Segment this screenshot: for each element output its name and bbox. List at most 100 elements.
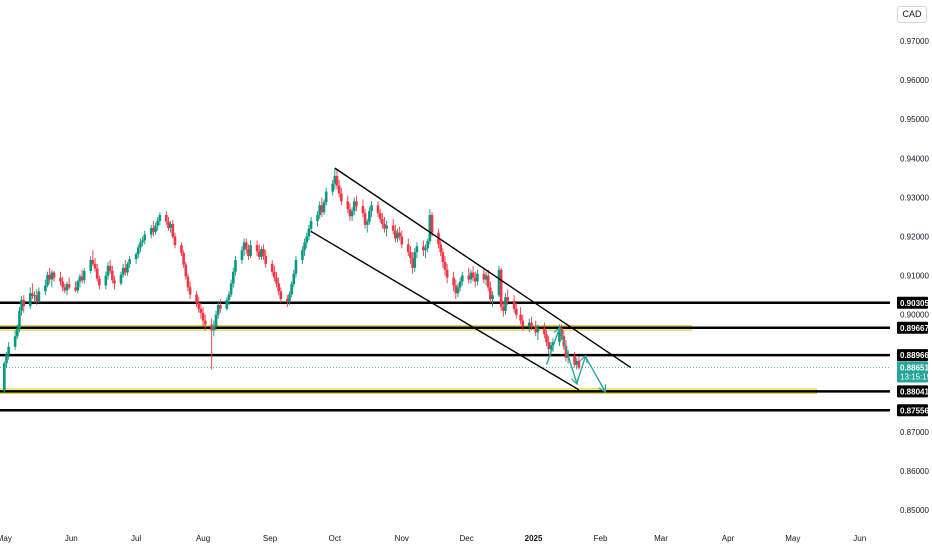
candle-body (152, 227, 155, 232)
candle-body (234, 260, 237, 272)
channel-upper-line (334, 167, 632, 369)
candle-body (180, 245, 183, 253)
candle-body (249, 245, 252, 257)
candle-body (67, 284, 71, 288)
candle-body (95, 268, 99, 279)
candle-body (257, 251, 261, 257)
candle-body (260, 249, 263, 257)
y-tick-label: 0.86000 (900, 467, 929, 476)
candle-body (575, 360, 579, 365)
candle-body (534, 327, 538, 333)
candle-body (484, 275, 488, 280)
currency-badge[interactable]: CAD (897, 6, 927, 23)
candle-body (331, 183, 334, 192)
x-tick-label: Mar (654, 534, 668, 543)
candle-body (167, 221, 170, 228)
candle-body (489, 287, 492, 300)
candle-body (476, 273, 479, 282)
candle-body (426, 241, 430, 249)
y-tick-label: 0.95000 (900, 115, 929, 124)
candle-body (158, 215, 162, 221)
candle-body (394, 230, 397, 239)
candle-body (270, 263, 274, 272)
candle-body (430, 215, 434, 233)
candle-body (195, 294, 198, 304)
candle-body (262, 249, 265, 257)
price-level-tag: 0.87556 (900, 406, 929, 415)
candle-body (111, 270, 114, 281)
candle-body (229, 283, 233, 295)
candle-body (93, 263, 97, 269)
candle-body (48, 274, 51, 280)
candle-body (199, 308, 203, 313)
candle-body (275, 277, 278, 284)
candle-body (128, 259, 131, 264)
candle-body (78, 276, 82, 282)
candle-body (169, 224, 172, 228)
candle-body (573, 355, 576, 365)
candle-body (113, 280, 116, 284)
candle-body (530, 322, 533, 328)
candle-body (422, 246, 425, 251)
candle-body (5, 354, 8, 364)
candle-body (244, 242, 248, 250)
candle-body (255, 245, 259, 252)
candle-body (286, 299, 289, 302)
candle-body (232, 271, 235, 284)
projection-arrow (545, 328, 560, 365)
candle-body (149, 227, 153, 235)
candle-body (98, 278, 101, 286)
candle-body (504, 297, 507, 311)
candle-body (80, 276, 84, 281)
candle-body (119, 274, 123, 284)
candle-body (106, 265, 110, 276)
candle-body (303, 242, 306, 251)
candle-body (165, 215, 168, 222)
candle-body (210, 324, 213, 331)
candle-body (225, 299, 229, 309)
y-tick-label: 0.90000 (900, 311, 929, 320)
candle-body (502, 306, 505, 311)
candle-body (214, 314, 218, 327)
price-level-tag-bg (897, 385, 928, 398)
candle-body (324, 191, 328, 203)
projection-arrow (576, 357, 586, 384)
candle-body (514, 308, 518, 315)
candle-body (411, 258, 414, 268)
candle-body (136, 247, 140, 255)
y-tick-label: 0.94000 (900, 154, 929, 163)
candle-body (378, 213, 382, 219)
y-tick-label: 0.85000 (900, 506, 929, 515)
candle-body (13, 336, 17, 347)
x-tick-label: Apr (722, 534, 735, 543)
candle-body (216, 304, 220, 315)
candle-body (18, 310, 21, 329)
candle-body (467, 275, 471, 280)
candle-body (139, 242, 142, 248)
candle-body (547, 342, 550, 350)
candle-body (365, 221, 369, 225)
candle-body (292, 273, 296, 285)
candle-body (123, 267, 127, 273)
candle-body (391, 225, 395, 231)
countdown-timer: 13:15:19 (900, 372, 932, 381)
candle-body (126, 263, 129, 273)
candle-body (441, 252, 445, 262)
price-level-tag-bg (897, 296, 928, 309)
candle-body (409, 252, 412, 259)
candle-body (428, 215, 432, 242)
candle-body (186, 276, 190, 288)
projection-arrow (584, 356, 604, 391)
candle-body (346, 201, 350, 210)
candle-body (383, 224, 386, 229)
candle-body (203, 320, 207, 325)
candle-body (549, 345, 553, 350)
price-level-tag: 0.88041 (900, 387, 929, 396)
candle-body (182, 252, 185, 265)
candle-body (197, 303, 201, 309)
candle-body (355, 201, 358, 207)
candle-body (473, 277, 477, 282)
candle-body (333, 175, 337, 184)
candle-body (46, 274, 49, 286)
